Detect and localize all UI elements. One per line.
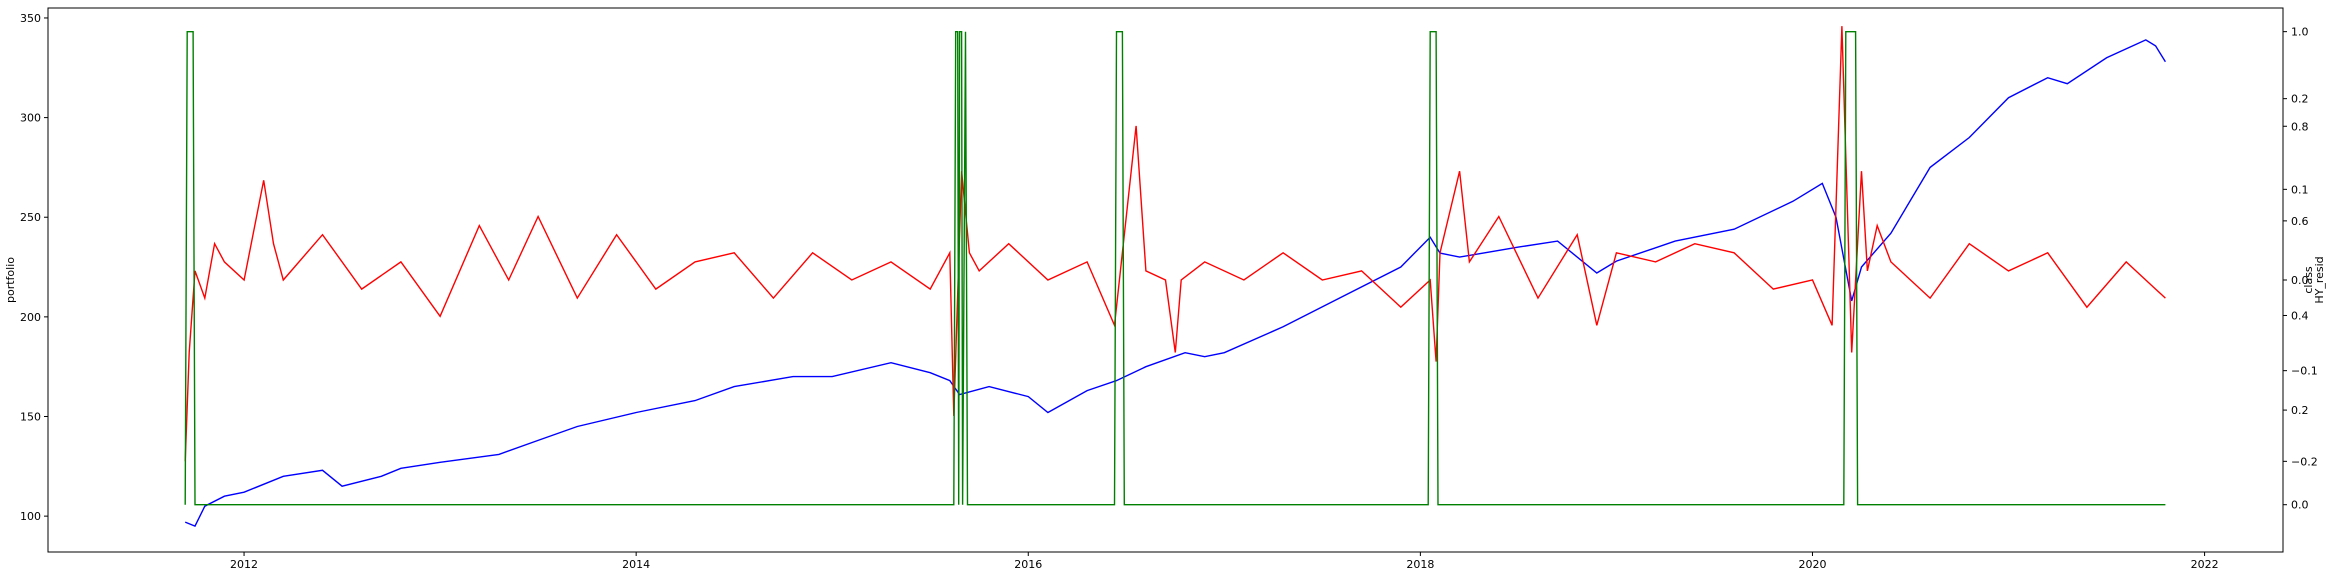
series-line-resid: [184, 26, 2166, 462]
y-class-tick-label: 0.0: [2291, 499, 2309, 512]
y-left-tick-label: 150: [20, 410, 41, 423]
y-axis-right: 0.0 0.2 0.4 0.6 0.8 1.0 −0.2 −0.1 0.0 0.1 0.2: [2283, 26, 2318, 512]
x-axis: 2012 2014 2016 2018 2020 2022: [230, 552, 2219, 571]
x-tick-label: 2022: [2191, 558, 2219, 571]
x-tick-label: 2014: [622, 558, 650, 571]
y-resid-tick-label: 0.0: [2291, 274, 2309, 287]
y-resid-tick-label: −0.2: [2291, 455, 2318, 468]
series-layer: [184, 26, 2166, 527]
y-resid-tick-label: −0.1: [2291, 365, 2318, 378]
y-resid-tick-label: 0.1: [2291, 183, 2309, 196]
y-axis-right-label-resid: HY_resid: [2313, 256, 2326, 303]
y-axis-left: 100 150 200 250 300 350: [20, 12, 48, 523]
y-resid-tick-label: 0.2: [2291, 93, 2309, 106]
x-tick-label: 2016: [1014, 558, 1042, 571]
x-tick-label: 2018: [1406, 558, 1434, 571]
y-class-tick-label: 0.4: [2291, 309, 2309, 322]
y-left-tick-label: 100: [20, 510, 41, 523]
x-tick-label: 2012: [230, 558, 258, 571]
y-left-tick-label: 200: [20, 311, 41, 324]
x-tick-label: 2020: [1798, 558, 1826, 571]
y-class-tick-label: 0.2: [2291, 404, 2309, 417]
y-axis-left-label: portfolio: [4, 257, 17, 303]
y-left-tick-label: 250: [20, 211, 41, 224]
y-left-tick-label: 350: [20, 12, 41, 25]
y-axis-right-label-class: class: [2302, 266, 2315, 294]
series-line-class: [184, 31, 2166, 506]
y-class-tick-label: 1.0: [2291, 26, 2309, 39]
y-left-tick-label: 300: [20, 112, 41, 125]
y-class-tick-label: 0.8: [2291, 120, 2309, 133]
y-class-tick-label: 0.6: [2291, 215, 2309, 228]
series-line-left: [184, 39, 2166, 527]
